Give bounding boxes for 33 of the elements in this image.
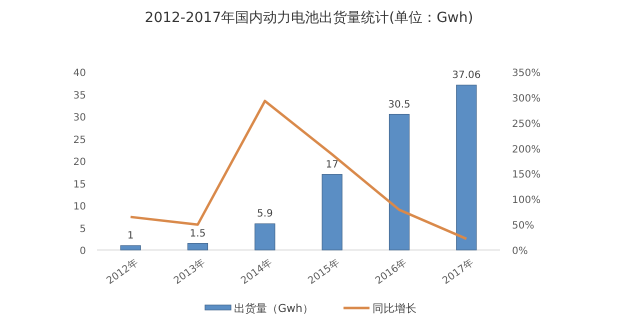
y-tick-label: 10 <box>73 202 86 212</box>
legend-label: 出货量（Gwh） <box>234 302 314 315</box>
bar <box>456 84 477 250</box>
y-tick-label: 30 <box>73 112 86 124</box>
data-label: 30.5 <box>388 99 410 110</box>
data-label: 1 <box>127 230 134 242</box>
y-tick-label: 20 <box>73 157 86 168</box>
y-tick-label: 35 <box>73 90 86 102</box>
line-series <box>129 100 468 240</box>
y2-tick-label: 350% <box>512 68 541 79</box>
data-label: 17 <box>326 159 338 170</box>
data-label: 37.06 <box>452 70 481 82</box>
y2-tick-label: 0% <box>512 246 528 257</box>
y2-tick-label: 50% <box>512 220 534 232</box>
bar <box>187 243 208 250</box>
bar <box>120 245 141 250</box>
y2-tick-label: 150% <box>512 170 541 181</box>
data-label: 1.5 <box>190 228 206 240</box>
legend-label: 同比增长 <box>372 302 416 315</box>
y2-tick-label: 200% <box>512 144 541 156</box>
data-label: 5.9 <box>256 208 273 220</box>
chart-title: 2012-2017年国内动力电池出货量统计(单位：Gwh) <box>144 10 474 26</box>
bar <box>322 174 342 250</box>
y2-tick-label: 250% <box>512 118 541 130</box>
y-tick-label: 5 <box>80 224 86 235</box>
y-tick-label: 40 <box>73 68 86 79</box>
bar <box>254 223 276 250</box>
y-tick-label: 25 <box>73 134 86 146</box>
y2-tick-label: 100% <box>512 195 541 206</box>
y2-tick-label: 300% <box>512 93 541 104</box>
bar <box>388 114 410 250</box>
y-tick-label: 15 <box>73 179 86 190</box>
y-tick-label: 0 <box>80 246 86 257</box>
